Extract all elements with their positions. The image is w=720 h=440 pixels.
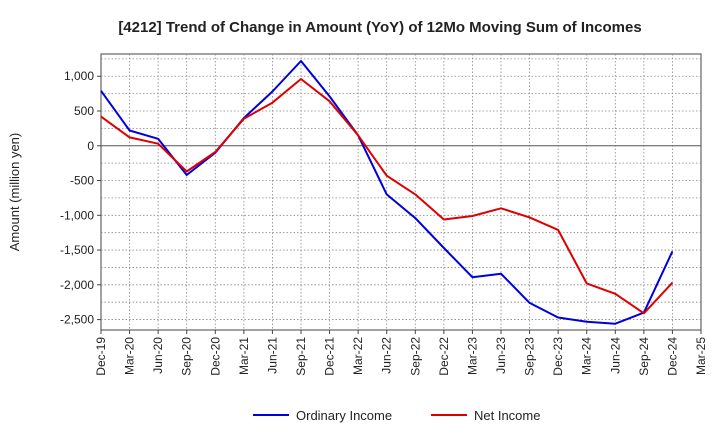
x-tick-label: Mar-21 — [237, 337, 251, 375]
legend-label: Ordinary Income — [296, 408, 392, 423]
x-tick-label: Dec-24 — [665, 337, 679, 376]
y-axis: 1,000 500 0 -500 -1,000 -1,500 -2,000 -2,500 — [60, 69, 101, 327]
x-tick-label: Mar-25 — [694, 337, 708, 375]
series-line-net-income — [100, 78, 674, 315]
plot-area — [100, 53, 702, 331]
x-tick-label: Mar-22 — [351, 337, 365, 375]
x-tick-label: Sep-21 — [294, 337, 308, 376]
x-axis: Dec-19 Mar-20 Jun-20 Sep-20 Dec-20 Mar-21 Jun-… — [94, 330, 708, 376]
y-tick-label: -2,500 — [60, 313, 94, 327]
legend-label: Net Income — [474, 408, 540, 423]
y-tick-label: -1,500 — [60, 243, 94, 257]
x-tick-label: Dec-21 — [323, 337, 337, 376]
y-axis-label: Amount (million yen) — [7, 133, 22, 252]
y-tick-label: 1,000 — [64, 69, 94, 83]
x-tick-label: Jun-22 — [380, 337, 394, 374]
legend: Ordinary Income Net Income — [253, 408, 540, 423]
x-tick-label: Mar-23 — [465, 337, 479, 375]
y-tick-label: -1,000 — [60, 208, 94, 222]
x-tick-label: Sep-24 — [637, 337, 651, 376]
x-tick-label: Jun-24 — [608, 337, 622, 374]
x-tick-label: Dec-20 — [208, 337, 222, 376]
y-tick-label: -2,000 — [60, 278, 94, 292]
y-tick-label: -500 — [70, 174, 94, 188]
series-line-ordinary-income — [100, 60, 674, 325]
series-layer — [100, 60, 674, 325]
x-tick-label: Mar-20 — [123, 337, 137, 375]
x-tick-label: Jun-20 — [151, 337, 165, 374]
x-tick-label: Dec-19 — [94, 337, 108, 376]
grid — [101, 54, 701, 330]
x-tick-label: Sep-22 — [408, 337, 422, 376]
x-tick-label: Sep-20 — [180, 337, 194, 376]
y-tick-label: 0 — [87, 139, 94, 153]
x-tick-label: Dec-22 — [437, 337, 451, 376]
x-tick-label: Dec-23 — [551, 337, 565, 376]
chart-title: [4212] Trend of Change in Amount (YoY) o… — [118, 19, 641, 36]
x-tick-label: Sep-23 — [523, 337, 537, 376]
y-tick-label: 500 — [74, 104, 94, 118]
x-tick-label: Jun-23 — [494, 337, 508, 374]
x-tick-label: Jun-21 — [265, 337, 279, 374]
x-tick-label: Mar-24 — [580, 337, 594, 375]
